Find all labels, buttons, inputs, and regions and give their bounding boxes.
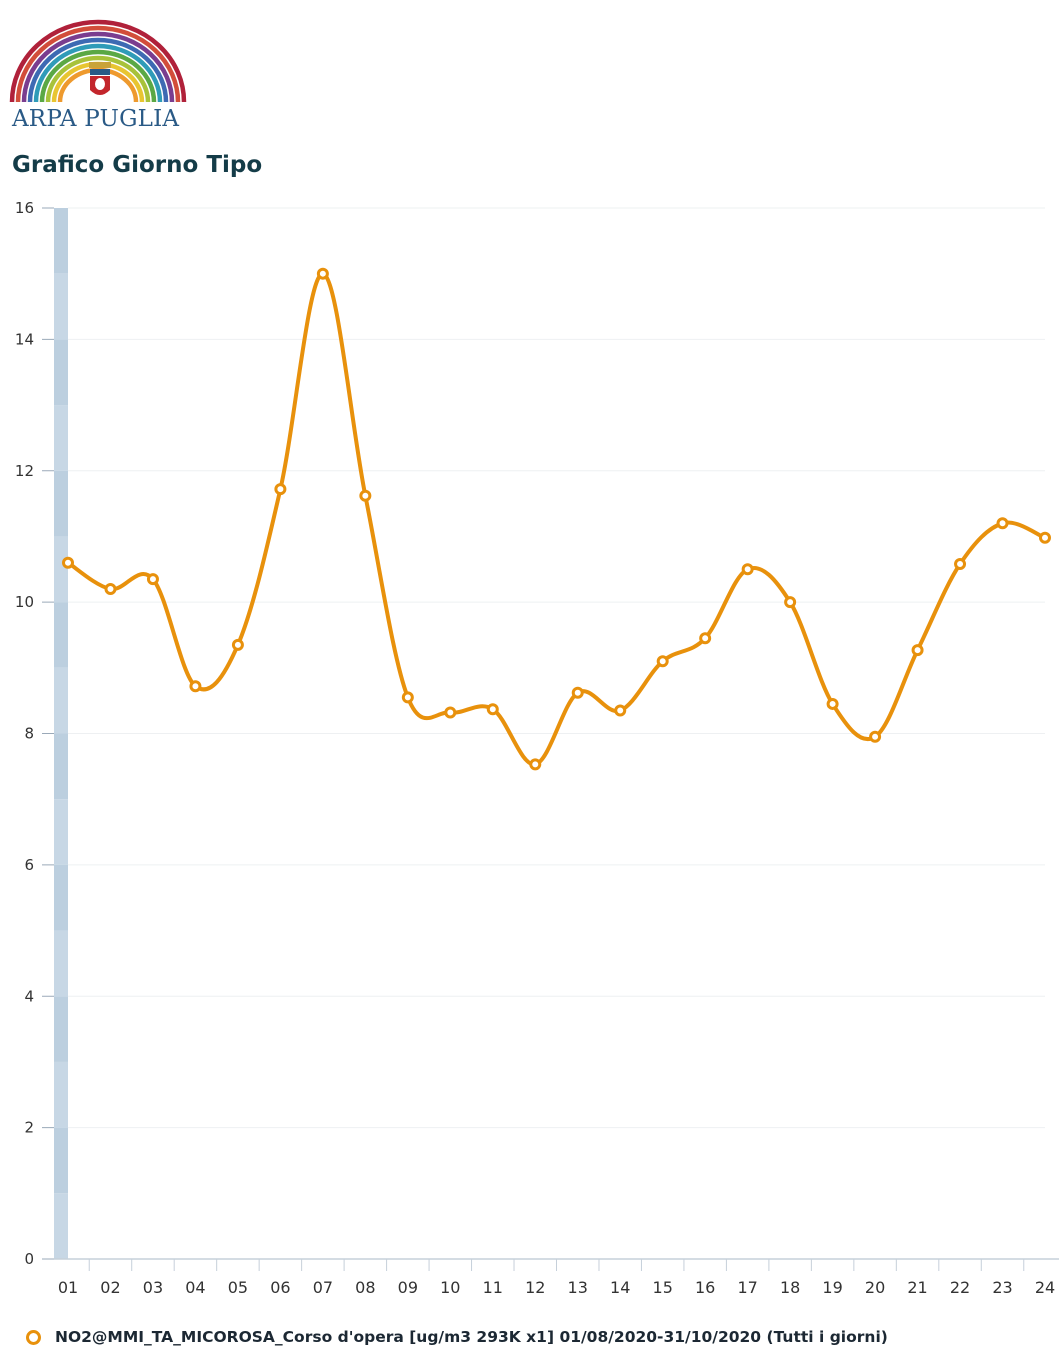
y-axis-band-segment [54, 1127, 68, 1194]
data-point-20 [869, 730, 882, 743]
x-tick-label: 01 [58, 1278, 78, 1297]
y-tick-label: 8 [24, 725, 34, 743]
x-tick-label: 09 [398, 1278, 418, 1297]
data-point-11 [486, 703, 499, 716]
x-tick-label: 24 [1035, 1278, 1055, 1297]
data-point-09 [401, 691, 414, 704]
y-axis-band-segment [54, 799, 68, 865]
data-point-07 [316, 267, 329, 280]
x-tick-label: 11 [483, 1278, 503, 1297]
x-tick-label: 05 [228, 1278, 248, 1297]
x-tick-label: 22 [950, 1278, 970, 1297]
x-tick-label: 21 [907, 1278, 927, 1297]
data-point-14 [614, 704, 627, 717]
series-line [66, 271, 1047, 767]
data-point-03 [146, 573, 159, 586]
y-axis-band-segment [54, 536, 68, 603]
y-axis-band-segment [54, 930, 68, 997]
x-tick-label: 17 [737, 1278, 757, 1297]
x-tick-label: 12 [525, 1278, 545, 1297]
x-tick-label: 16 [695, 1278, 715, 1297]
x-tick-label: 18 [780, 1278, 800, 1297]
y-tick-label: 14 [15, 330, 34, 348]
series-line-layer [66, 271, 1047, 767]
x-tick-label: 15 [653, 1278, 673, 1297]
x-tick-label: 08 [355, 1278, 375, 1297]
x-tick-label: 10 [440, 1278, 460, 1297]
x-tick-label: 13 [568, 1278, 588, 1297]
data-point-04 [189, 680, 202, 693]
x-tick-label: 04 [185, 1278, 205, 1297]
data-point-23 [996, 517, 1009, 530]
data-point-22 [954, 558, 967, 571]
data-point-10 [444, 706, 457, 719]
x-tick-label: 02 [100, 1278, 120, 1297]
x-tick-label: 19 [822, 1278, 842, 1297]
y-axis-band-segment [54, 996, 68, 1062]
data-point-21 [911, 644, 924, 657]
data-point-12 [529, 758, 542, 771]
data-point-16 [699, 632, 712, 645]
data-points [62, 267, 1051, 771]
x-tick-label: 23 [992, 1278, 1012, 1297]
data-point-13 [571, 686, 584, 699]
y-axis-band-segment [54, 273, 68, 340]
logo-text: ARPA PUGLIA [12, 106, 180, 132]
data-point-08 [359, 489, 372, 502]
y-tick-label: 4 [24, 987, 34, 1005]
y-axis-band-segment [54, 733, 68, 800]
y-axis-band-segment [54, 339, 68, 406]
data-point-06 [274, 483, 287, 496]
arpa-puglia-logo [9, 19, 187, 103]
grid-lines [68, 207, 1045, 1129]
y-axis-band-segment [54, 667, 68, 734]
y-tick-label: 2 [24, 1119, 34, 1137]
x-tick-label: 07 [313, 1278, 333, 1297]
y-axis-band-segment [54, 405, 68, 471]
legend[interactable]: NO2@MMI_TA_MICOROSA_Corso d'opera [ug/m3… [26, 1324, 888, 1350]
data-point-24 [1039, 531, 1051, 544]
data-point-17 [741, 563, 754, 576]
y-tick-label: 16 [15, 199, 34, 217]
x-tick-label: 03 [143, 1278, 163, 1297]
data-point-05 [231, 638, 244, 651]
y-axis-band-segment [54, 1061, 68, 1128]
y-axis-band-segment [54, 470, 68, 537]
y-axis-band-segment [54, 208, 68, 274]
page-title: Grafico Giorno Tipo [12, 152, 263, 178]
y-axis-band-segment [54, 864, 68, 931]
x-tick-label: 14 [610, 1278, 630, 1297]
y-tick-label: 0 [24, 1250, 34, 1268]
y-tick-label: 6 [24, 856, 34, 874]
x-tick-label: 20 [865, 1278, 885, 1297]
y-axis-band [54, 208, 68, 1259]
legend-marker-icon [26, 1329, 41, 1345]
legend-label: NO2@MMI_TA_MICOROSA_Corso d'opera [ug/m3… [55, 1328, 888, 1346]
y-axis-band-segment [54, 602, 68, 668]
data-point-19 [826, 697, 839, 710]
data-point-15 [656, 655, 669, 668]
data-point-18 [784, 596, 797, 609]
y-axis-band-segment [54, 1193, 68, 1259]
coat-of-arms-icon [89, 62, 111, 95]
y-tick-label: 12 [15, 462, 34, 480]
x-tick-label: 06 [270, 1278, 290, 1297]
data-point-01 [62, 556, 74, 569]
data-point-02 [104, 582, 117, 595]
y-tick-label: 10 [15, 593, 34, 611]
